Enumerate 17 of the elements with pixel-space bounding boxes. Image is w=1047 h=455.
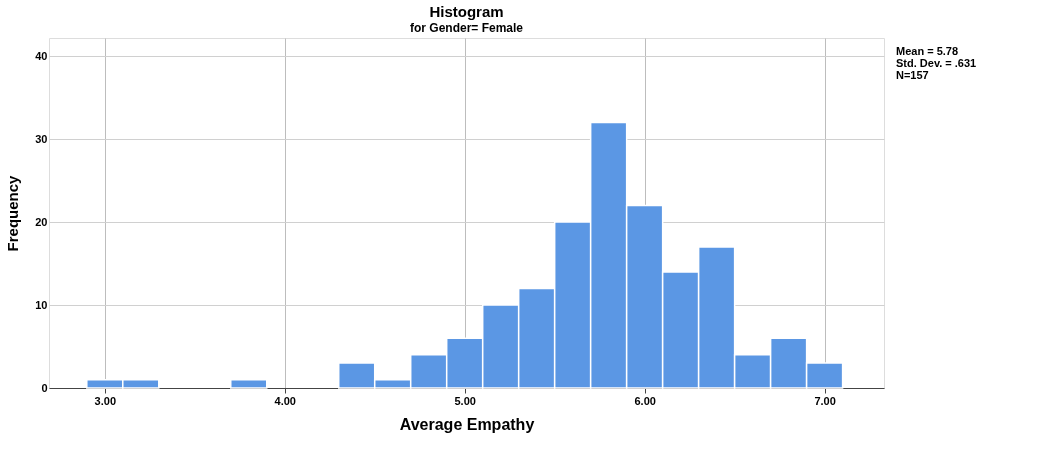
y-tick-label: 10 — [35, 298, 48, 311]
chart-subtitle: for Gender= Female — [409, 21, 524, 35]
x-tick-label: 5.00 — [454, 394, 476, 407]
x-axis-title: Average Empathy — [399, 415, 535, 433]
y-tick-label: 30 — [35, 132, 48, 145]
y-tick-label: 20 — [35, 215, 48, 228]
chart-title: Histogram — [429, 3, 504, 20]
text: N=157 — [896, 69, 929, 81]
x-tick-label: 6.00 — [634, 394, 656, 407]
x-tick-label: 3.00 — [94, 394, 116, 407]
x-tick-label: 7.00 — [814, 394, 836, 407]
y-tick-label: 40 — [35, 49, 48, 62]
y-axis-title: Frequency — [4, 174, 22, 252]
x-tick-label: 4.00 — [274, 394, 296, 407]
y-tick-label: 0 — [41, 381, 48, 394]
text: Std. Dev. = .631 — [896, 57, 977, 69]
text: Mean = 5.78 — [896, 45, 959, 57]
